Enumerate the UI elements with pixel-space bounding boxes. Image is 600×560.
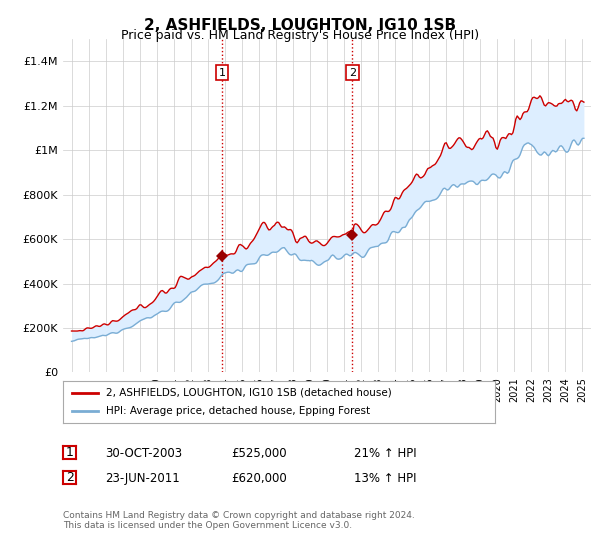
Text: Contains HM Land Registry data © Crown copyright and database right 2024.
This d: Contains HM Land Registry data © Crown c…: [63, 511, 415, 530]
Text: £620,000: £620,000: [231, 472, 287, 486]
Text: 2: 2: [349, 68, 356, 77]
Text: 2, ASHFIELDS, LOUGHTON, IG10 1SB (detached house): 2, ASHFIELDS, LOUGHTON, IG10 1SB (detach…: [106, 388, 392, 398]
Text: 1: 1: [65, 446, 74, 459]
Text: 23-JUN-2011: 23-JUN-2011: [105, 472, 180, 486]
Text: 2: 2: [65, 472, 74, 484]
Text: 2, ASHFIELDS, LOUGHTON, IG10 1SB: 2, ASHFIELDS, LOUGHTON, IG10 1SB: [144, 18, 456, 33]
Text: 1: 1: [218, 68, 226, 77]
Text: 13% ↑ HPI: 13% ↑ HPI: [354, 472, 416, 486]
Text: £525,000: £525,000: [231, 447, 287, 460]
Text: Price paid vs. HM Land Registry's House Price Index (HPI): Price paid vs. HM Land Registry's House …: [121, 29, 479, 42]
Text: 30-OCT-2003: 30-OCT-2003: [105, 447, 182, 460]
Text: 21% ↑ HPI: 21% ↑ HPI: [354, 447, 416, 460]
Text: HPI: Average price, detached house, Epping Forest: HPI: Average price, detached house, Eppi…: [106, 406, 370, 416]
